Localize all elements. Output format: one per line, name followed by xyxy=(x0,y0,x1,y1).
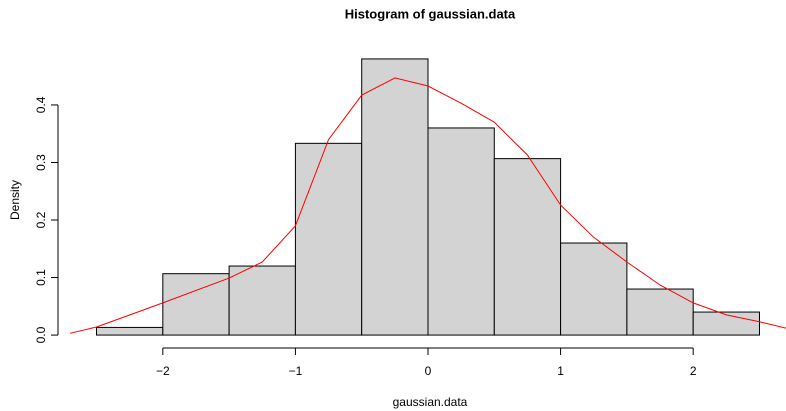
x-tick-label: −2 xyxy=(156,364,170,378)
bar xyxy=(692,311,760,336)
x-tick-label: 2 xyxy=(690,364,697,378)
x-tick-label: 0 xyxy=(425,364,432,378)
bar xyxy=(626,288,694,336)
bar xyxy=(427,127,495,336)
x-tick-label: 1 xyxy=(557,364,564,378)
x-axis-label: gaussian.data xyxy=(393,395,468,409)
bar xyxy=(560,242,628,336)
bar xyxy=(228,265,296,336)
y-tick-label: 0.1 xyxy=(34,269,48,286)
y-tick-label: 0.4 xyxy=(34,96,48,113)
y-tick-label: 0.0 xyxy=(34,326,48,343)
bar xyxy=(493,158,562,336)
bar xyxy=(162,273,230,336)
bar xyxy=(96,326,164,336)
y-axis-label: Density xyxy=(8,180,22,220)
y-tick-label: 0.3 xyxy=(34,154,48,171)
chart-title: Histogram of gaussian.data xyxy=(345,6,516,21)
bar xyxy=(294,142,363,336)
density-line xyxy=(69,77,786,334)
y-tick-label: 0.2 xyxy=(34,211,48,228)
x-tick-label: −1 xyxy=(289,364,303,378)
bar xyxy=(361,58,429,336)
